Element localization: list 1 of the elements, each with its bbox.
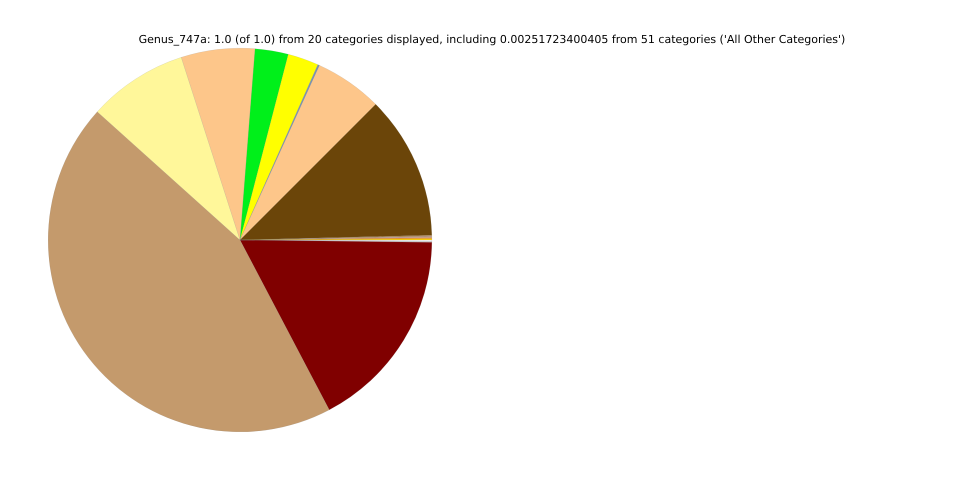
text: Genus_747a: 1.0 (of 1.0) from 20 categories displayed, including 0.00251723400405 from 51 categories ('All Other Categories'): [138, 32, 846, 46]
